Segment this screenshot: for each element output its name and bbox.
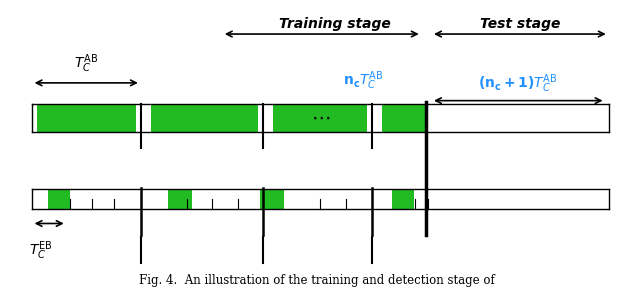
Text: $T_C^{\mathrm{EB}}$: $T_C^{\mathrm{EB}}$: [29, 240, 52, 262]
Bar: [382, 104, 426, 132]
Bar: [168, 189, 192, 209]
Bar: [48, 189, 70, 209]
Text: $\mathbf{(n_c+1)}T_C^{\mathrm{AB}}$: $\mathbf{(n_c+1)}T_C^{\mathrm{AB}}$: [479, 72, 558, 95]
Text: $T_C^{\mathrm{AB}}$: $T_C^{\mathrm{AB}}$: [74, 53, 98, 75]
Text: Test stage: Test stage: [480, 17, 560, 31]
Text: Training stage: Training stage: [278, 17, 391, 31]
Bar: [151, 104, 258, 132]
Text: $\cdots$: $\cdots$: [311, 108, 330, 127]
Bar: [273, 104, 367, 132]
Bar: [260, 189, 284, 209]
Bar: [37, 104, 136, 132]
Text: $\mathbf{n_c}T_C^{\mathrm{AB}}$: $\mathbf{n_c}T_C^{\mathrm{AB}}$: [344, 70, 384, 92]
Text: Fig. 4.  An illustration of the training and detection stage of: Fig. 4. An illustration of the training …: [139, 274, 495, 287]
Bar: [392, 189, 414, 209]
